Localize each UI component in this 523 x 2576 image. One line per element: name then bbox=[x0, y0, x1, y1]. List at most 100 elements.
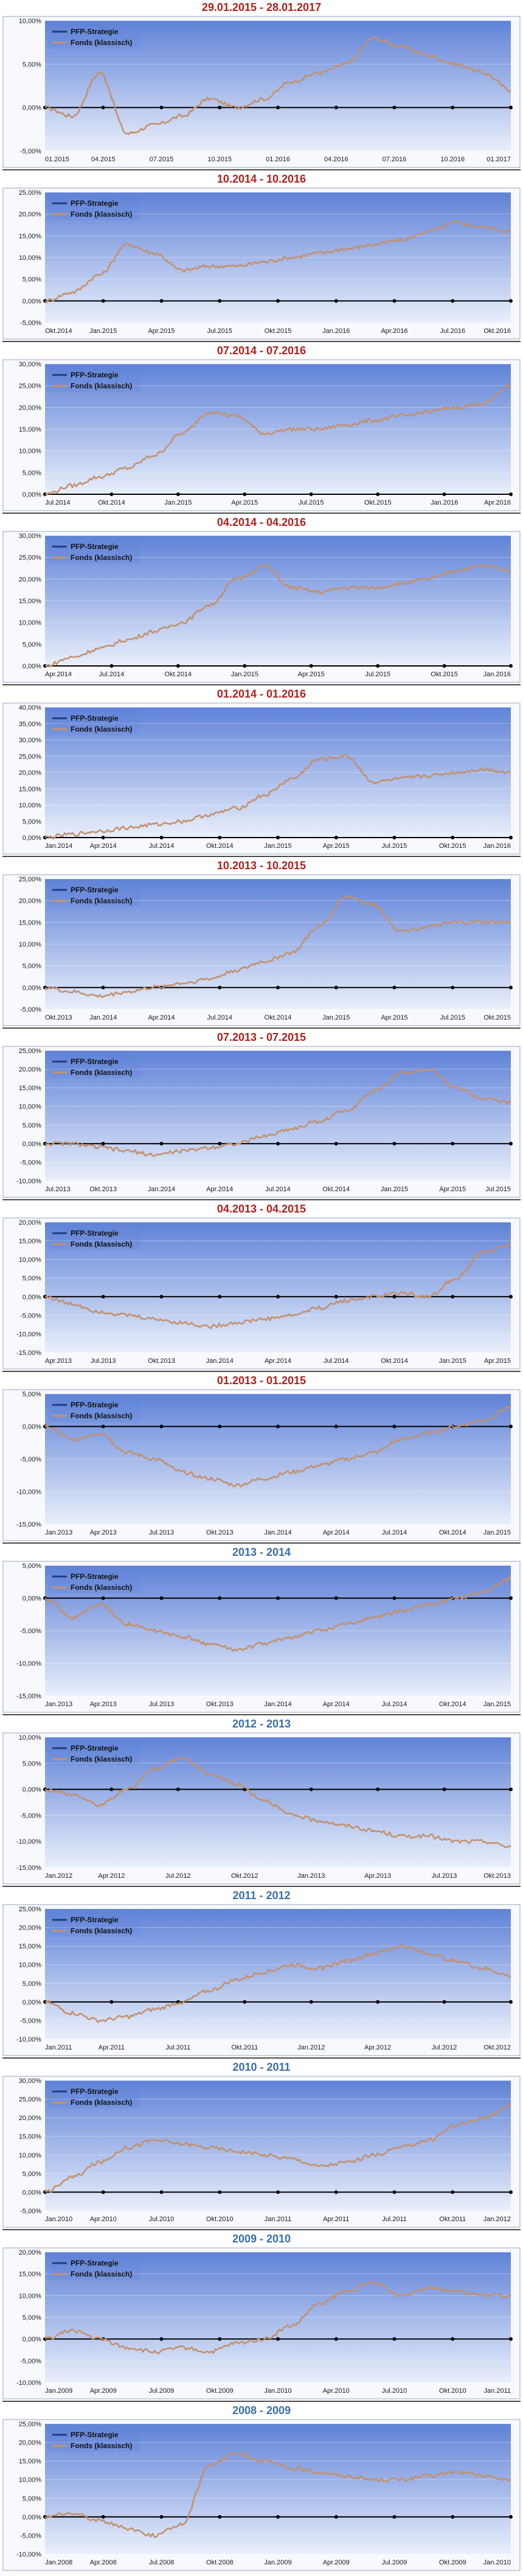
panel-separator bbox=[2, 2057, 521, 2059]
zero-line-marker bbox=[159, 105, 164, 110]
x-tick-label: Jan.2015 bbox=[483, 1529, 511, 1536]
zero-line-marker bbox=[101, 2515, 105, 2519]
y-tick-label: 0,00% bbox=[23, 1424, 41, 1431]
chart-svg: 20,00% 15,00% 10,00% 5,00% 0,00% -5,00% -10,00… bbox=[2, 1217, 521, 1370]
zero-line-marker bbox=[334, 2190, 338, 2194]
x-tick-label: Jul.2009 bbox=[382, 2559, 407, 2566]
legend-label: Fonds (klassisch) bbox=[71, 725, 132, 733]
legend-box bbox=[49, 2084, 140, 2109]
x-tick-label: 07.2016 bbox=[383, 156, 407, 163]
y-tick-label: 10,00% bbox=[19, 802, 42, 810]
chart-svg: 30,00% 25,00% 20,00% 15,00% 10,00% 5,00% 0,00%… bbox=[2, 359, 521, 511]
y-tick-label: -5,00% bbox=[20, 1628, 41, 1635]
zero-line-marker bbox=[218, 2190, 222, 2194]
chart-svg: 25,00% 20,00% 15,00% 10,00% 5,00% 0,00% -5,00%… bbox=[2, 2419, 521, 2571]
zero-line-marker bbox=[109, 2000, 114, 2004]
chart-panel: 2011 - 2012 25,00% 20,00% 15,00% 10,00% 5,00%… bbox=[2, 1888, 521, 2060]
zero-line-marker bbox=[101, 985, 105, 990]
series-line-fund bbox=[44, 36, 511, 135]
x-tick-label: Jul.2014 bbox=[149, 842, 175, 850]
zero-line-marker bbox=[451, 2515, 455, 2519]
y-tick-label: 10,00% bbox=[19, 1734, 42, 1741]
y-tick-label: 20,00% bbox=[19, 769, 42, 777]
zero-line-marker bbox=[101, 1596, 105, 1600]
y-tick-label: 5,00% bbox=[23, 2314, 41, 2322]
y-tick-label: -5,00% bbox=[20, 2017, 41, 2025]
x-tick-label: Jan.2010 bbox=[264, 2387, 291, 2395]
zero-line-marker bbox=[509, 2000, 513, 2004]
x-tick-label: Jul.2013 bbox=[432, 1872, 457, 1880]
zero-line-marker bbox=[309, 1787, 313, 1791]
series-line-fund bbox=[44, 754, 511, 839]
y-tick-label: 20,00% bbox=[19, 1066, 42, 1074]
chart-title: 07.2013 - 07.2015 bbox=[216, 1031, 307, 1043]
x-tick-label: Jan.2012 bbox=[297, 2044, 325, 2051]
chart-title: 04.2014 - 04.2016 bbox=[216, 516, 307, 528]
panel-separator bbox=[2, 2401, 521, 2402]
zero-line-marker bbox=[451, 985, 455, 990]
x-tick-label: Jan.2010 bbox=[45, 2216, 72, 2223]
zero-line-marker bbox=[451, 836, 455, 839]
zero-line-marker bbox=[334, 1596, 338, 1600]
legend-label: PFP-Strategie bbox=[71, 2087, 119, 2096]
zero-line-marker bbox=[392, 2337, 397, 2341]
x-tick-label: Jul.2014 bbox=[382, 1701, 407, 1708]
legend-label: Fonds (klassisch) bbox=[71, 382, 132, 390]
zero-line-marker bbox=[159, 1141, 164, 1146]
x-tick-label: Jul.2013 bbox=[45, 1186, 71, 1193]
x-tick-label: Jan.2016 bbox=[483, 842, 511, 850]
chart-title: 2010 - 2011 bbox=[232, 2061, 291, 2073]
panel-separator bbox=[2, 1199, 521, 1200]
chart-title: 2009 - 2010 bbox=[232, 2233, 291, 2245]
y-tick-label: -15,00% bbox=[16, 1349, 41, 1357]
zero-line-marker bbox=[101, 1424, 105, 1429]
zero-line-marker bbox=[276, 985, 280, 990]
zero-line-marker bbox=[334, 2515, 338, 2519]
zero-line-marker bbox=[442, 2000, 446, 2004]
x-tick-label: Apr.2014 bbox=[323, 1529, 350, 1536]
legend-label: PFP-Strategie bbox=[71, 1916, 119, 1924]
y-tick-label: -5,00% bbox=[20, 1456, 41, 1463]
y-tick-label: 10,00% bbox=[19, 941, 42, 948]
y-tick-label: 5,00% bbox=[23, 1122, 41, 1129]
y-tick-label: 5,00% bbox=[23, 818, 41, 825]
x-tick-label: Okt.2014 bbox=[165, 671, 192, 678]
y-tick-label: 5,00% bbox=[23, 469, 41, 477]
x-tick-label: Okt.2015 bbox=[364, 499, 392, 506]
chart-panel: 07.2013 - 07.2015 25,00% 20,00% 15,00% 10,00… bbox=[2, 1030, 521, 1202]
zero-line-marker bbox=[218, 2515, 222, 2519]
x-tick-label: Okt.2013 bbox=[89, 1186, 117, 1193]
zero-line-marker bbox=[159, 1424, 164, 1429]
zero-line-marker bbox=[451, 2337, 455, 2341]
series-line-fund bbox=[44, 1405, 511, 1488]
y-tick-label: 15,00% bbox=[19, 1238, 42, 1245]
y-tick-label: 30,00% bbox=[19, 533, 42, 540]
y-tick-label: 25,00% bbox=[19, 2096, 42, 2104]
y-tick-label: -10,00% bbox=[16, 1178, 41, 1185]
x-tick-label: Jul.2010 bbox=[149, 2216, 175, 2223]
panel-separator bbox=[2, 1542, 521, 1544]
x-tick-label: Jul.2014 bbox=[207, 1014, 232, 1021]
zero-line-marker bbox=[442, 664, 446, 668]
x-tick-label: Okt.2014 bbox=[206, 842, 234, 850]
zero-line-marker bbox=[218, 1424, 222, 1429]
plot-area bbox=[45, 707, 511, 838]
zero-line-marker bbox=[392, 2190, 397, 2194]
zero-line-marker bbox=[159, 836, 164, 839]
chart-panel: 01.2013 - 01.2015 5,00% 0,00% -5,00% -10,00%… bbox=[2, 1373, 521, 1545]
zero-line-marker bbox=[218, 836, 222, 839]
chart-svg: 20,00% 15,00% 10,00% 5,00% 0,00% -5,00% -10,00… bbox=[2, 2247, 521, 2399]
zero-line-marker bbox=[101, 105, 105, 110]
plot-area bbox=[45, 2424, 511, 2554]
chart-panel: 01.2014 - 01.2016 40,00% 35,00% 30,00% 25,00… bbox=[2, 687, 521, 858]
zero-line-marker bbox=[509, 985, 513, 990]
x-tick-label: Okt.2012 bbox=[231, 1872, 258, 1880]
y-tick-label: 15,00% bbox=[19, 919, 42, 926]
x-tick-label: Okt.2015 bbox=[483, 1014, 511, 1021]
y-tick-label: 25,00% bbox=[19, 555, 42, 562]
x-tick-label: Okt.2014 bbox=[439, 1701, 466, 1708]
y-tick-label: -5,00% bbox=[20, 1006, 41, 1013]
legend-label: Fonds (klassisch) bbox=[71, 2270, 132, 2278]
x-tick-label: Okt.2013 bbox=[483, 1872, 511, 1880]
x-tick-label: Jul.2014 bbox=[99, 671, 125, 678]
